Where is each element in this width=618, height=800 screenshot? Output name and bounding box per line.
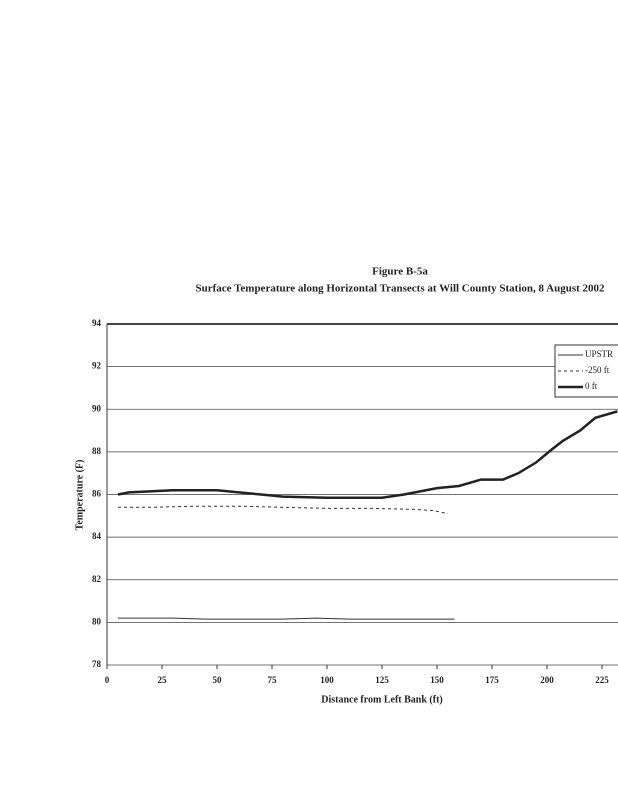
y-tick-label: 78: [92, 659, 102, 669]
chart-subtitle: Surface Temperature along Horizontal Tra…: [195, 283, 605, 295]
legend-label: 0 ft: [585, 381, 598, 391]
y-tick-label: 86: [92, 489, 102, 499]
y-axis-label: Temperature (F): [74, 460, 85, 531]
x-tick-label: 200: [540, 675, 554, 685]
chart-title: Figure B-5a: [372, 266, 428, 278]
y-tick-label: 82: [92, 574, 102, 584]
x-tick-label: 0: [105, 675, 110, 685]
x-tick-label: 100: [320, 675, 334, 685]
y-tick-label: 88: [92, 446, 102, 456]
data-line: [118, 505, 449, 515]
legend-label: UPSTR: [585, 349, 613, 359]
x-axis-label: Distance from Left Bank (ft): [321, 694, 442, 705]
x-tick-label: 50: [213, 675, 223, 685]
x-tick-label: 225: [595, 675, 609, 685]
x-tick-label: 25: [158, 675, 168, 685]
x-tick-label: 150: [430, 675, 444, 685]
y-tick-label: 94: [92, 318, 102, 328]
y-tick-label: 92: [92, 361, 102, 371]
y-tick-label: 80: [92, 616, 102, 626]
x-tick-label: 175: [485, 675, 499, 685]
y-tick-label: 84: [92, 531, 102, 541]
x-tick-label: 75: [268, 675, 278, 685]
y-tick-label: 90: [92, 403, 102, 413]
data-line: [117, 410, 618, 499]
data-line: [118, 617, 455, 620]
legend-label: -250 ft: [585, 365, 610, 375]
x-tick-label: 125: [375, 675, 389, 685]
